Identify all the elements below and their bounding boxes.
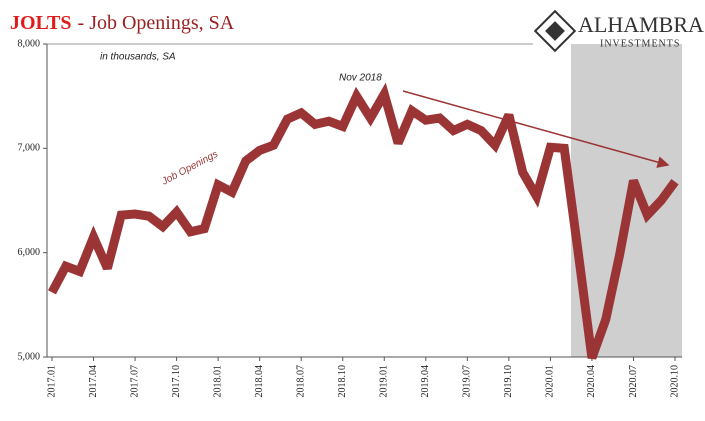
trend-arrow <box>402 90 670 168</box>
x-tick-label: 2017.10 <box>171 365 182 398</box>
x-tick-label: 2019.01 <box>379 365 390 398</box>
title-prefix: JOLTS <box>10 12 72 34</box>
x-tick-label: 2020.10 <box>669 365 680 398</box>
x-tick-label: 2020.07 <box>628 365 639 398</box>
x-tick-label: 2017.04 <box>88 365 99 398</box>
x-tick-label: 2017.01 <box>46 365 57 398</box>
peak-note: Nov 2018 <box>339 73 382 84</box>
title-main: - Job Openings, SA <box>78 12 235 34</box>
x-tick-label: 2018.07 <box>295 365 306 398</box>
y-tick-label: 8,000 <box>18 38 41 49</box>
x-tick-label: 2019.07 <box>462 365 473 398</box>
x-tick-label: 2018.10 <box>337 365 348 398</box>
y-tick-label: 6,000 <box>18 247 41 258</box>
y-tick-label: 7,000 <box>18 143 41 154</box>
x-tick-label: 2019.10 <box>503 365 514 398</box>
units-note: in thousands, SA <box>100 52 176 63</box>
logo-icon <box>533 9 577 53</box>
x-tick-label: 2018.04 <box>254 365 265 398</box>
y-tick-label: 5,000 <box>18 351 41 362</box>
series-label: Job Openings <box>159 149 220 188</box>
chart-title: JOLTS - Job Openings, SA <box>10 12 235 34</box>
x-tick-label: 2019.04 <box>420 365 431 398</box>
series-line <box>48 82 679 360</box>
x-tick-label: 2020.04 <box>586 365 597 398</box>
logo-tagline: INVESTMENTS <box>600 38 680 49</box>
x-tick-label: 2017.07 <box>129 365 140 398</box>
x-tick-label: 2018.01 <box>212 365 223 398</box>
x-tick-label: 2020.01 <box>545 365 556 398</box>
logo-name: ALHAMBRA <box>578 12 704 37</box>
